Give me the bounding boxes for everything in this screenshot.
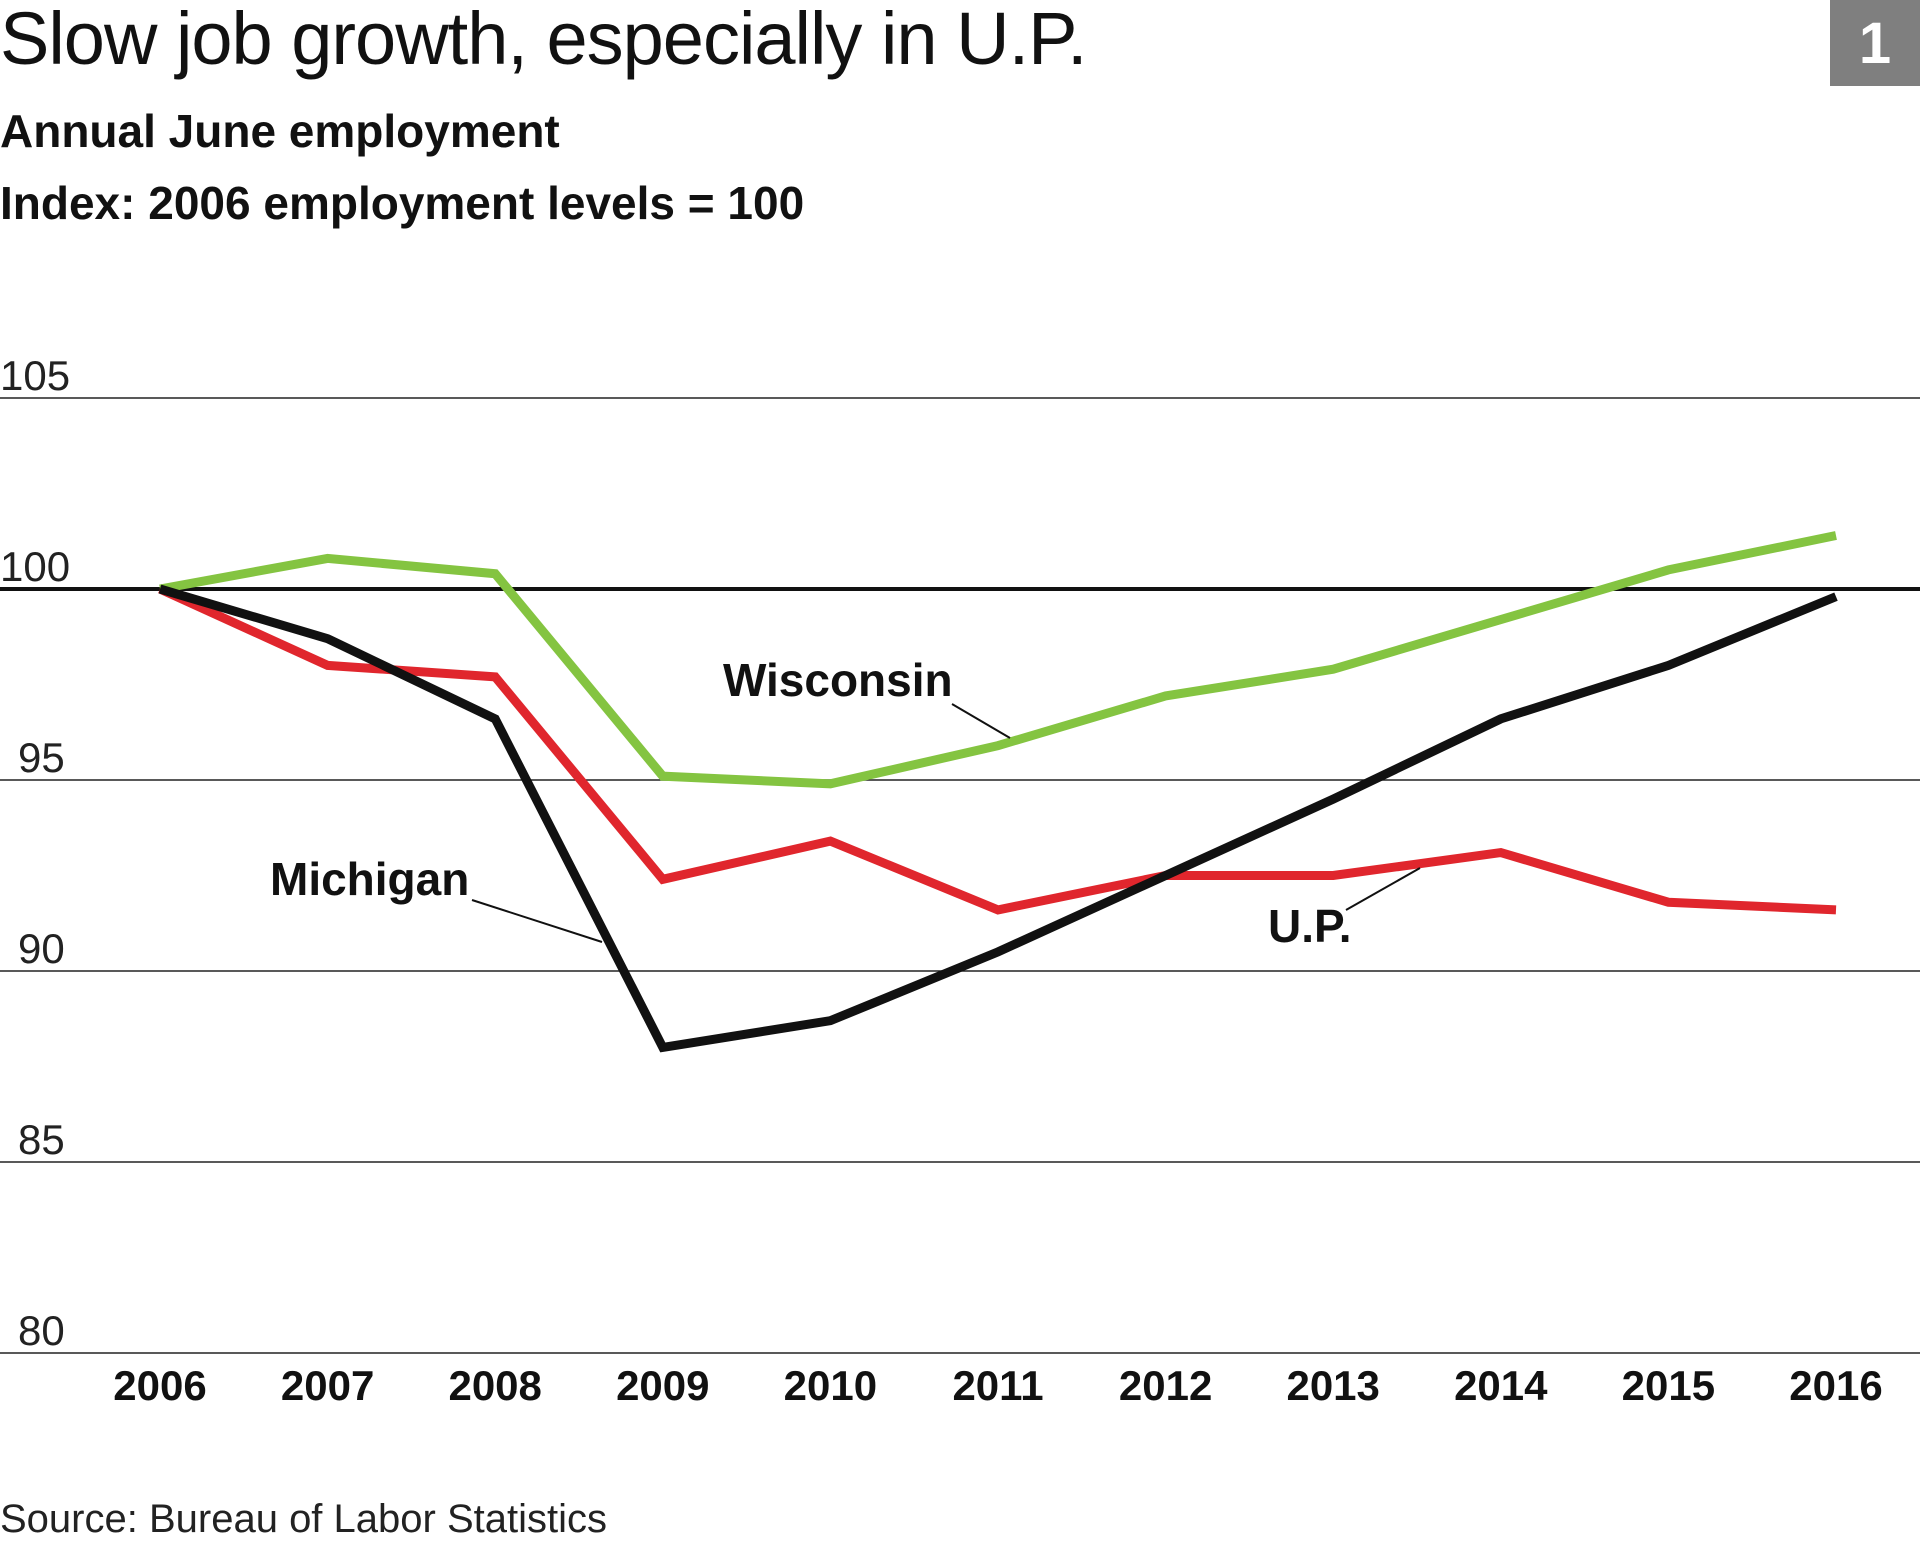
x-tick-label-2006: 2006 [113,1362,206,1409]
y-tick-label-90: 90 [18,925,65,972]
source-note: Source: Bureau of Labor Statistics [0,1497,607,1542]
x-tick-label-2015: 2015 [1622,1362,1715,1409]
y-tick-label-85: 85 [18,1116,65,1163]
y-tick-label-105: 105 [0,352,70,399]
y-tick-label-100: 100 [0,543,70,590]
series-label-u-p: U.P. [1268,900,1352,952]
leader-line-michigan [472,900,602,942]
x-tick-label-2013: 2013 [1286,1362,1379,1409]
series-line-michigan [160,589,1836,1047]
series-label-wisconsin: Wisconsin [723,654,953,706]
x-tick-label-2009: 2009 [616,1362,709,1409]
x-tick-label-2012: 2012 [1119,1362,1212,1409]
x-tick-label-2016: 2016 [1789,1362,1882,1409]
series-line-wisconsin [160,536,1836,784]
y-tick-label-95: 95 [18,734,65,781]
x-tick-label-2007: 2007 [281,1362,374,1409]
x-tick-label-2011: 2011 [952,1362,1043,1409]
leader-line-wisconsin [952,704,1010,738]
series-label-michigan: Michigan [270,853,469,905]
x-tick-label-2010: 2010 [784,1362,877,1409]
y-tick-label-80: 80 [18,1307,65,1354]
x-tick-label-2008: 2008 [448,1362,541,1409]
x-tick-label-2014: 2014 [1454,1362,1548,1409]
